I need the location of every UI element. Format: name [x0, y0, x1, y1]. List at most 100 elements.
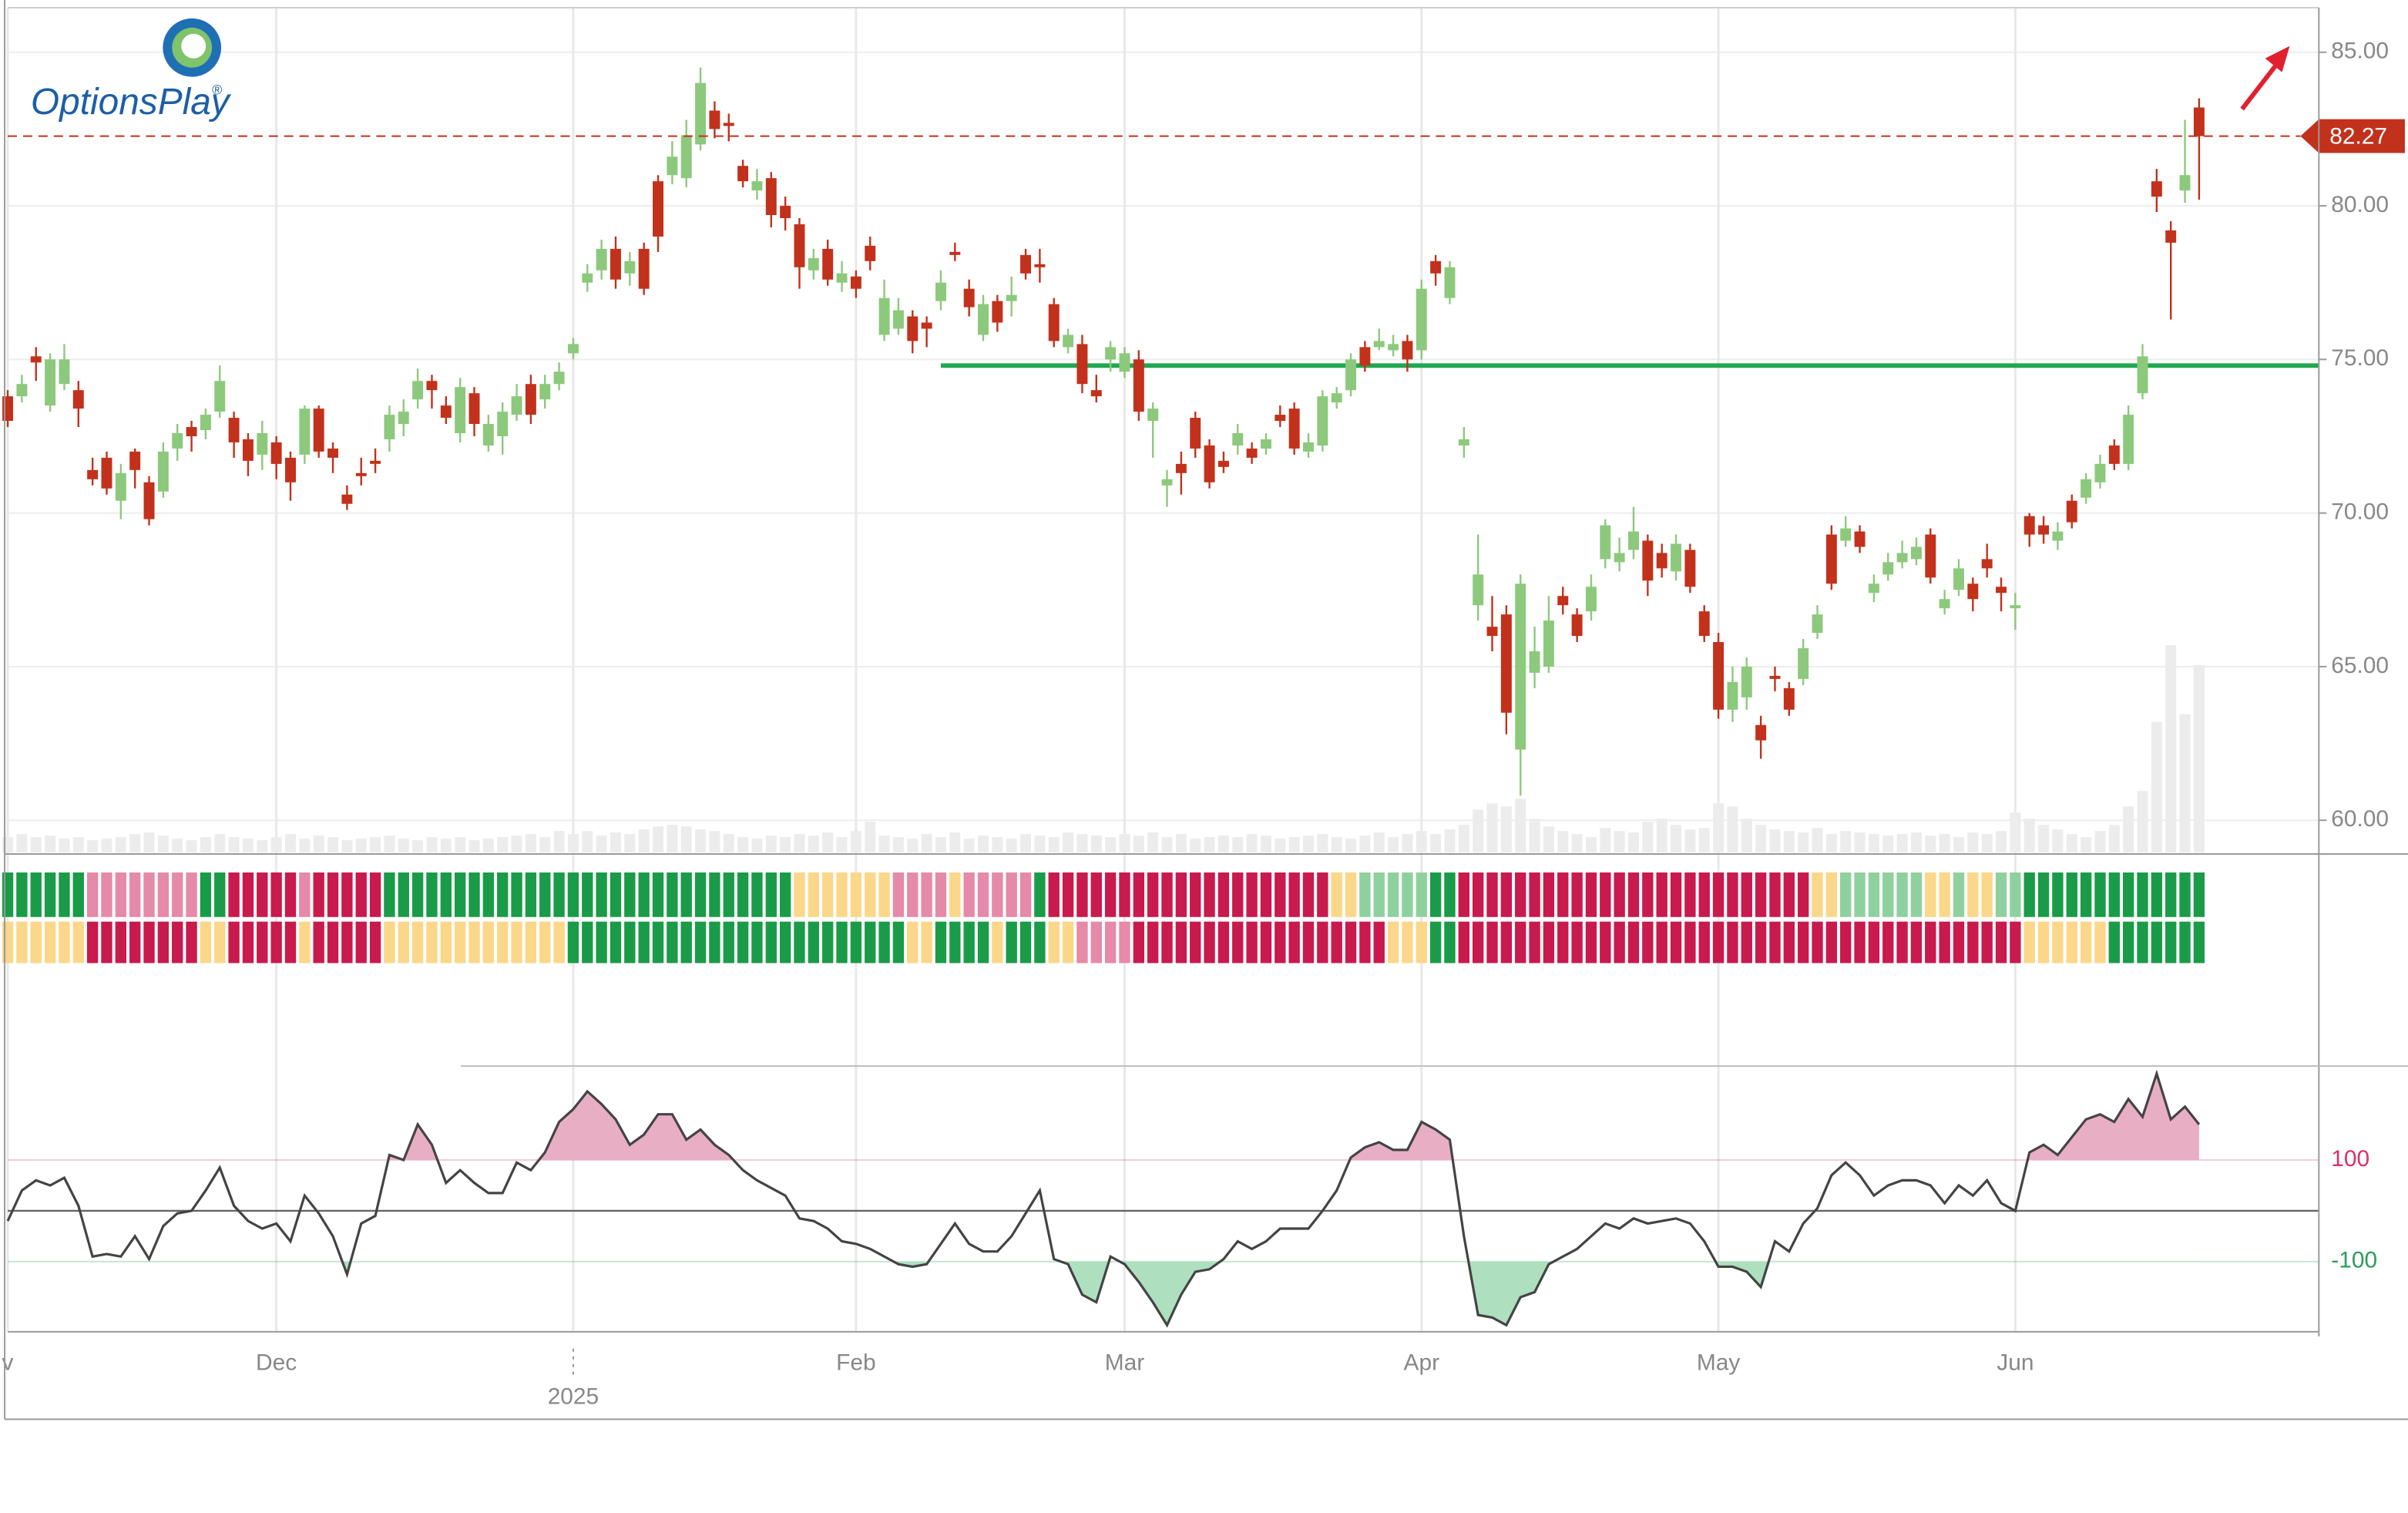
heat-cell [1967, 872, 1979, 917]
heat-cell [935, 921, 947, 963]
volume-bar [1614, 831, 1625, 853]
heat-cell [327, 872, 339, 917]
volume-bar [1557, 831, 1569, 853]
volume-bar [285, 834, 296, 853]
heat-cell [440, 872, 452, 917]
heat-cell [1302, 872, 1315, 917]
volume-bar [1529, 819, 1540, 853]
heat-cell [949, 921, 961, 963]
volume-bar [2081, 837, 2092, 853]
heat-cell [2094, 921, 2106, 963]
heat-cell [200, 872, 212, 917]
heat-cell [1981, 921, 1993, 963]
volume-bar [1600, 828, 1611, 853]
heat-cell [72, 921, 84, 963]
heat-cell [2094, 872, 2106, 917]
heat-cell [1896, 872, 1908, 917]
volume-bar [115, 837, 126, 853]
heat-cell [101, 921, 113, 963]
trend-arrow-head [2265, 45, 2290, 72]
heat-cell [1529, 921, 1540, 963]
candle-body [525, 384, 536, 415]
candle-body [469, 393, 480, 425]
volume-bar [723, 834, 734, 853]
x-tick-label: May [1697, 1350, 1741, 1376]
volume-bar [1896, 834, 1908, 853]
volume-bar [822, 832, 834, 853]
candle-body [1388, 344, 1399, 351]
candle-body [384, 415, 395, 439]
heat-cell [2037, 872, 2050, 917]
volume-bar [737, 837, 749, 853]
candle-body [143, 482, 155, 519]
heat-cell [355, 921, 367, 963]
heat-cell [1981, 872, 1993, 917]
candle-body [836, 273, 848, 283]
heat-cell [1006, 872, 1017, 917]
volume-bar [1373, 832, 1385, 853]
x-tick-label: Apr [1404, 1350, 1440, 1376]
volume-bar [2023, 819, 2035, 853]
volume-bar [1345, 839, 1357, 853]
volume-bar [624, 834, 636, 853]
heat-cell [1712, 921, 1725, 963]
volume-bar [1642, 822, 1654, 853]
heat-cell [1543, 921, 1555, 963]
heat-cell [1882, 872, 1894, 917]
candle-body [1671, 543, 1682, 572]
oversold-fill [8, 1261, 2199, 1326]
volume-bar [2193, 664, 2205, 853]
volume-bar [398, 839, 409, 853]
heat-cell [2010, 872, 2021, 917]
heat-cell [1260, 921, 1272, 963]
volume-bar [596, 836, 607, 853]
heat-cell [652, 921, 664, 963]
volume-bar [129, 834, 141, 853]
candle-body [115, 472, 126, 501]
heat-cell [1359, 872, 1371, 917]
candle-body [1953, 568, 1964, 590]
candle-body [455, 387, 466, 433]
volume-bar [1656, 819, 1667, 853]
candle-body [2151, 181, 2162, 197]
heat-cell [596, 921, 607, 963]
heat-cell [497, 872, 509, 917]
heat-cell [1896, 921, 1908, 963]
candle-body [1741, 666, 1752, 698]
heat-cell [907, 872, 919, 917]
volume-bar [2108, 825, 2120, 853]
candle-body [1642, 540, 1654, 581]
candle-body [1303, 442, 1314, 452]
candle-body [1260, 439, 1271, 449]
heat-cell [1062, 921, 1074, 963]
volume-bar [299, 839, 311, 853]
plot-layer: 60.00 65.00 70.00 75.00 80.00 85.00 v Dec 2025 Fe… [2, 7, 2405, 1409]
volume-bar [992, 837, 1003, 853]
x-tick-label: Jun [1997, 1350, 2034, 1376]
candle-body [1190, 418, 1201, 449]
heat-cell [454, 921, 466, 963]
heat-cell [327, 921, 339, 963]
candle-body [1473, 574, 1484, 606]
candle-body [2010, 605, 2021, 609]
heat-cell [313, 872, 324, 917]
candle-body [1217, 460, 1229, 467]
heat-cell [1670, 872, 1682, 917]
candle-body [398, 412, 409, 425]
heat-cell [1825, 921, 1838, 963]
heat-cell [963, 872, 975, 917]
volume-bar [257, 840, 268, 853]
x-tick-label: Mar [1105, 1350, 1145, 1376]
candle-body [511, 396, 522, 415]
candle-body [1246, 448, 1258, 458]
volume-bar [1430, 834, 1442, 853]
volume-bar [1486, 803, 1498, 853]
heat-cell [822, 921, 834, 963]
heat-cell [610, 921, 622, 963]
volume-bar [751, 839, 763, 853]
heat-cell [1232, 921, 1244, 963]
candle-body [539, 384, 551, 400]
heat-cell [1472, 921, 1484, 963]
heat-cell [228, 921, 240, 963]
volume-bar [1543, 826, 1554, 853]
